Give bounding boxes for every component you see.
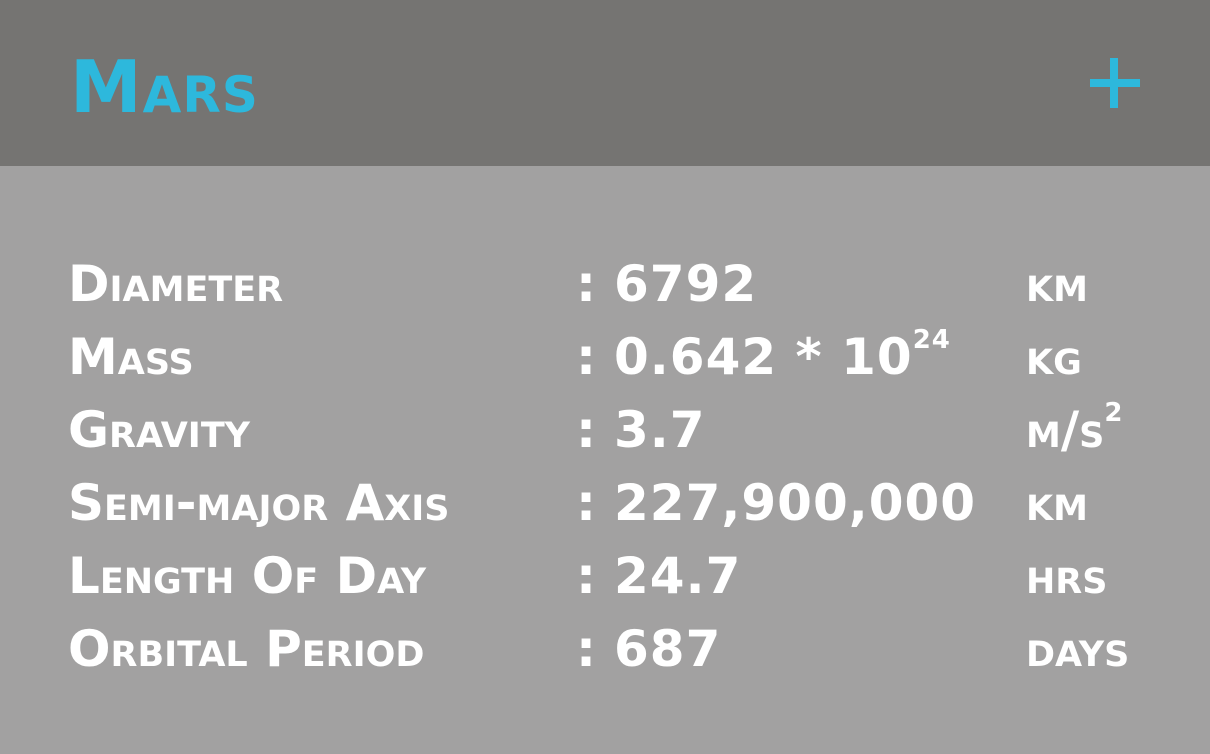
stat-separator: :: [576, 401, 596, 459]
stat-unit: km: [1026, 255, 1088, 313]
stat-row-length-of-day: Length Of Day : 24.7 hrs: [0, 540, 1210, 613]
stat-label: Diameter: [68, 255, 284, 313]
add-button[interactable]: [1082, 50, 1148, 116]
stat-unit: km: [1026, 474, 1088, 532]
stats-list: Diameter : 6792 km Mass : 0.642 * 1024 k…: [0, 248, 1210, 686]
stat-unit: hrs: [1026, 547, 1108, 605]
stat-row-mass: Mass : 0.642 * 1024 kg: [0, 321, 1210, 394]
stat-value: 3.7: [614, 401, 706, 459]
stat-unit: kg: [1026, 328, 1082, 386]
stat-label: Length Of Day: [68, 547, 427, 605]
stat-label: Semi-major Axis: [68, 474, 450, 532]
stat-row-semi-major-axis: Semi-major Axis : 227,900,000 km: [0, 467, 1210, 540]
stat-separator: :: [576, 255, 596, 313]
stat-value: 24.7: [614, 547, 742, 605]
stat-unit: m/s: [1026, 401, 1105, 459]
stat-separator: :: [576, 328, 596, 386]
stat-row-orbital-period: Orbital Period : 687 days: [0, 613, 1210, 686]
stat-value-wrapper: 0.642 * 1024: [614, 321, 951, 394]
stat-separator: :: [576, 620, 596, 678]
stat-value: 0.642 * 10: [614, 328, 913, 386]
stat-value: 227,900,000: [614, 474, 977, 532]
stat-unit-exponent: 2: [1104, 398, 1123, 428]
stat-row-diameter: Diameter : 6792 km: [0, 248, 1210, 321]
planet-title: Mars: [70, 45, 259, 129]
stat-unit: days: [1026, 620, 1130, 678]
stat-label: Orbital Period: [68, 620, 425, 678]
stat-value: 687: [614, 620, 722, 678]
plus-icon: [1090, 58, 1140, 108]
stat-label: Gravity: [68, 401, 251, 459]
stat-separator: :: [576, 547, 596, 605]
stat-separator: :: [576, 474, 596, 532]
card-header: Mars: [0, 0, 1210, 166]
stat-unit-wrapper: m/s2: [1026, 394, 1122, 467]
stat-value: 6792: [614, 255, 758, 313]
stat-value-exponent: 24: [912, 325, 951, 355]
stat-label: Mass: [68, 328, 194, 386]
stat-row-gravity: Gravity : 3.7 m/s2: [0, 394, 1210, 467]
